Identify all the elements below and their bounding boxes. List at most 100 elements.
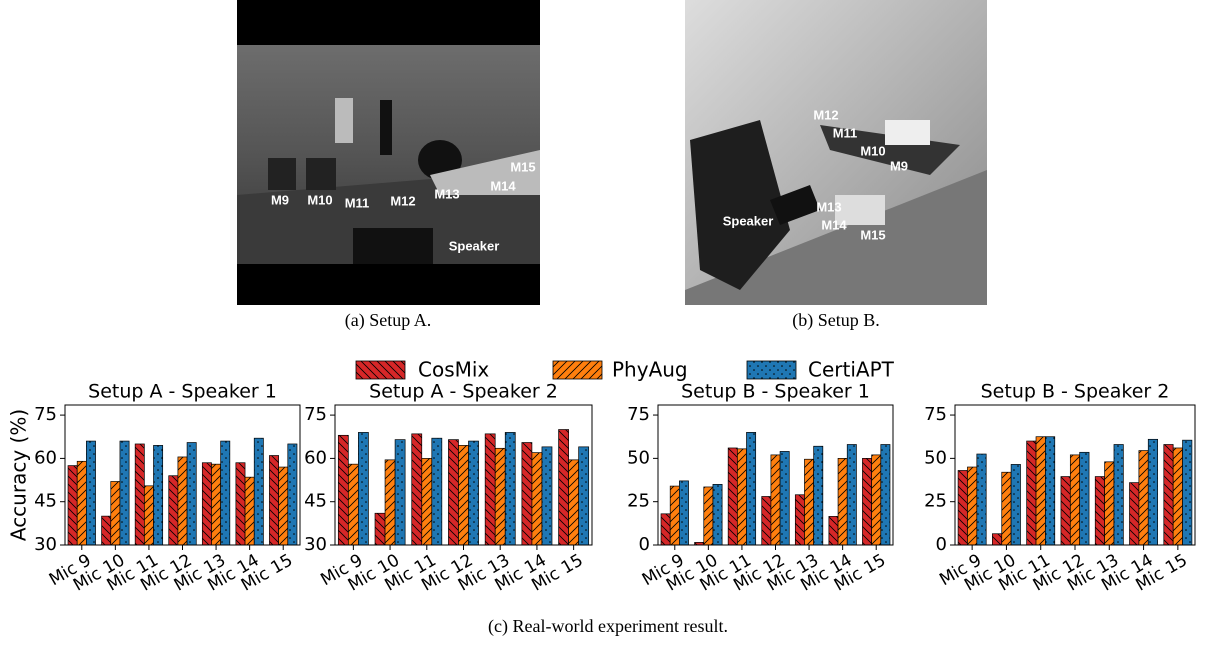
bar	[737, 449, 746, 545]
photo-label: M11	[833, 125, 858, 140]
bar	[144, 486, 153, 545]
bar	[111, 481, 120, 545]
bar	[236, 463, 245, 545]
photo-label: Speaker	[449, 238, 500, 253]
bar	[1036, 437, 1045, 545]
y-tick-label: 75	[627, 404, 650, 425]
bar	[1002, 472, 1011, 545]
bar	[881, 445, 890, 545]
y-tick-label: 0	[936, 534, 947, 555]
y-tick-label: 45	[34, 491, 57, 512]
legend-label: PhyAug	[612, 358, 688, 382]
bar	[412, 434, 422, 545]
bar	[1061, 477, 1070, 545]
bar	[1105, 462, 1114, 545]
bar	[211, 464, 220, 545]
bar	[279, 467, 288, 545]
bar	[1011, 464, 1020, 545]
photo-label: M9	[271, 192, 289, 207]
bar	[661, 514, 670, 545]
bar	[1114, 445, 1123, 545]
bar	[458, 445, 468, 545]
bar	[1130, 483, 1139, 545]
chart-title: Setup B - Speaker 2	[981, 381, 1170, 403]
bar	[522, 443, 532, 545]
y-tick-label: 50	[627, 447, 650, 468]
page: Setup A - Speaker 1Accuracy (%)30456075M…	[0, 0, 1215, 645]
bar	[967, 467, 976, 545]
photo-label: M9	[890, 158, 908, 173]
bar	[505, 432, 515, 545]
y-tick-label: 30	[34, 534, 57, 555]
y-tick-label: 25	[627, 491, 650, 512]
bar	[670, 486, 679, 545]
photo-label: M13	[816, 199, 841, 214]
figure: Setup A - Speaker 1Accuracy (%)30456075M…	[0, 0, 1215, 645]
photo-label: M11	[345, 195, 370, 210]
bar	[432, 438, 442, 545]
bar	[1045, 437, 1054, 545]
legend-swatch	[747, 361, 796, 379]
y-tick-label: 60	[34, 447, 57, 468]
photo-label: M15	[860, 227, 885, 242]
bar	[221, 441, 230, 545]
y-tick-label: 50	[924, 447, 947, 468]
bar	[704, 487, 713, 545]
bar	[1095, 477, 1104, 545]
bar	[358, 432, 368, 545]
bar	[269, 456, 278, 545]
y-tick-label: 45	[304, 491, 327, 512]
y-tick-label: 75	[304, 404, 327, 425]
chart-title: Setup A - Speaker 1	[88, 381, 277, 403]
bar	[771, 455, 780, 545]
photo-b	[685, 0, 987, 305]
photo-label: M10	[860, 143, 885, 158]
bar	[348, 464, 358, 545]
bar	[1183, 440, 1192, 545]
photo-label: M15	[510, 159, 535, 174]
bar	[977, 454, 986, 545]
bar	[847, 445, 856, 545]
photo-a	[237, 0, 540, 305]
bar	[154, 445, 163, 545]
chart-title: Setup A - Speaker 2	[369, 381, 558, 403]
caption-b: (b) Setup B.	[792, 310, 880, 331]
bar	[469, 441, 479, 545]
bar	[1080, 452, 1089, 545]
photo-label: M12	[813, 107, 838, 122]
bar	[679, 481, 688, 545]
bar	[532, 453, 542, 545]
bar	[747, 432, 756, 545]
bar	[178, 457, 187, 545]
bar	[838, 458, 847, 545]
y-tick-label: 0	[639, 534, 650, 555]
legend-swatch	[553, 361, 602, 379]
bar	[542, 447, 552, 545]
bar	[1148, 439, 1157, 545]
bar	[187, 443, 196, 545]
bar	[485, 434, 495, 545]
bar	[422, 458, 432, 545]
bar	[992, 534, 1001, 545]
bar	[569, 460, 579, 545]
bar	[780, 451, 789, 545]
bar	[86, 441, 95, 545]
bar	[814, 446, 823, 545]
bar	[202, 463, 211, 545]
bar	[559, 430, 569, 545]
bar	[495, 448, 505, 545]
photo-label: M14	[490, 178, 516, 193]
y-tick-label: 75	[924, 404, 947, 425]
bar	[1070, 455, 1079, 545]
bar	[385, 460, 395, 545]
photo-label: M12	[390, 193, 415, 208]
bar	[102, 516, 111, 545]
photo-label: M13	[434, 186, 459, 201]
y-tick-label: 25	[924, 491, 947, 512]
bar	[68, 466, 77, 545]
bar	[375, 513, 385, 545]
bar	[395, 440, 405, 545]
legend-label: CosMix	[418, 358, 489, 382]
bar	[77, 461, 86, 545]
bar	[579, 447, 589, 545]
